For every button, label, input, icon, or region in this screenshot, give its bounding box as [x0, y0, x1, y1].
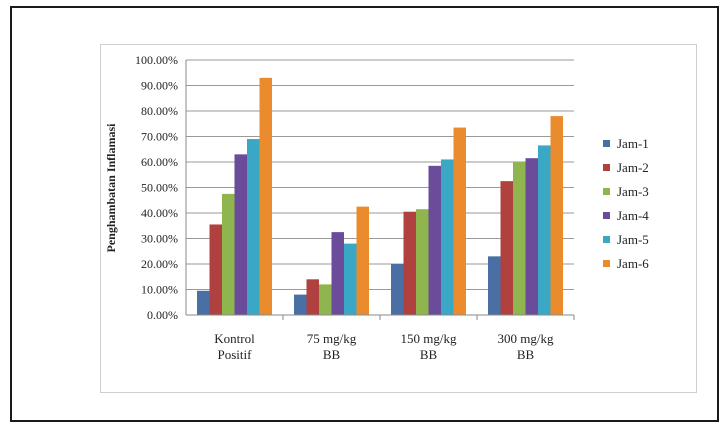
bar-jam-6-0: [259, 77, 272, 315]
bar-jam-3-3: [513, 162, 526, 315]
x-category-label: BB: [517, 347, 535, 362]
bar-jam-2-0: [209, 224, 222, 315]
x-category-label: 150 mg/kg: [401, 331, 457, 346]
legend-swatch-jam-4: [603, 212, 610, 219]
bar-jam-2-3: [500, 181, 513, 315]
legend-label: Jam-1: [617, 136, 649, 151]
bar-jam-4-2: [428, 165, 441, 315]
legend-label: Jam-3: [617, 184, 649, 199]
x-category-label: BB: [323, 347, 341, 362]
legend-label: Jam-5: [617, 232, 649, 247]
y-tick-label: 50.00%: [141, 181, 178, 195]
y-tick-label: 0.00%: [147, 308, 178, 322]
x-category-label: 300 mg/kg: [498, 331, 554, 346]
legend-swatch-jam-2: [603, 164, 610, 171]
legend-label: Jam-4: [617, 208, 649, 223]
bar-jam-5-1: [344, 243, 357, 315]
bar-jam-5-2: [441, 159, 454, 315]
legend-swatch-jam-5: [603, 236, 610, 243]
bar-jam-2-2: [403, 211, 416, 315]
bar-jam-3-1: [319, 284, 332, 315]
y-tick-label: 100.00%: [135, 53, 178, 67]
y-tick-label: 30.00%: [141, 232, 178, 246]
legend-swatch-jam-1: [603, 140, 610, 147]
y-tick-label: 40.00%: [141, 206, 178, 220]
bar-jam-4-0: [234, 154, 247, 315]
chart-area: [100, 44, 697, 393]
bar-jam-3-2: [416, 209, 429, 315]
x-category-label: 75 mg/kg: [307, 331, 357, 346]
bar-jam-1-3: [488, 256, 501, 315]
bar-jam-4-1: [331, 232, 344, 315]
bar-jam-4-3: [525, 158, 538, 315]
y-tick-label: 70.00%: [141, 130, 178, 144]
bar-jam-5-3: [538, 145, 551, 315]
legend-swatch-jam-6: [603, 260, 610, 267]
y-tick-label: 90.00%: [141, 79, 178, 93]
legend-label: Jam-6: [617, 256, 649, 271]
bar-jam-6-2: [453, 127, 466, 315]
y-tick-label: 10.00%: [141, 283, 178, 297]
bar-jam-1-2: [391, 264, 404, 315]
bar-jam-5-0: [247, 139, 260, 315]
y-tick-label: 80.00%: [141, 104, 178, 118]
y-axis-title: Penghambatan Inflamasi: [104, 123, 118, 253]
bar-jam-1-0: [197, 290, 210, 315]
figure-frame: [10, 6, 719, 422]
bar-jam-3-0: [222, 193, 235, 315]
legend-swatch-jam-3: [603, 188, 610, 195]
x-category-label: BB: [420, 347, 438, 362]
legend-label: Jam-2: [617, 160, 649, 175]
bar-jam-2-1: [306, 279, 319, 315]
y-tick-label: 60.00%: [141, 155, 178, 169]
x-category-label: Kontrol: [214, 331, 255, 346]
x-category-label: Positif: [218, 347, 253, 362]
bar-jam-6-1: [356, 206, 369, 315]
y-tick-label: 20.00%: [141, 257, 178, 271]
bar-jam-1-1: [294, 294, 307, 315]
bar-jam-6-3: [550, 116, 563, 315]
